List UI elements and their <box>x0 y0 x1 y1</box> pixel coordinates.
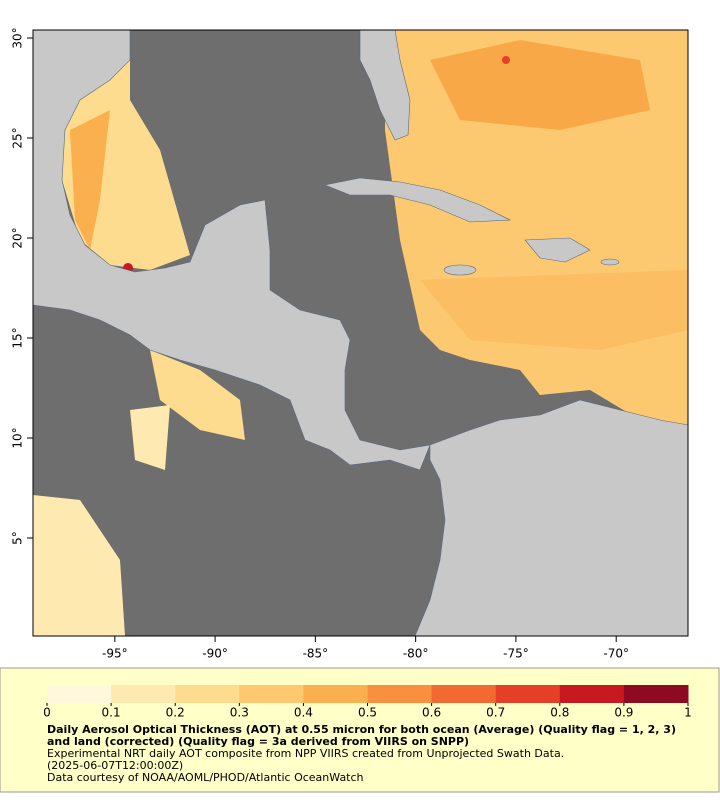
x-tick-label: -70° <box>603 647 629 661</box>
y-tick-label: 10° <box>11 427 25 448</box>
caption-title: Daily Aerosol Optical Thickness (AOT) at… <box>47 723 676 748</box>
aot-swath <box>430 40 650 130</box>
aot-swath <box>33 495 125 636</box>
colorbar-swatch <box>431 685 497 703</box>
colorbar-tick-label: 0.9 <box>614 706 633 720</box>
colorbar-swatch <box>559 685 625 703</box>
colorbar-swatch <box>495 685 561 703</box>
map-frame <box>32 29 689 637</box>
colorbar-swatch <box>239 685 304 703</box>
y-tick-label: 15° <box>11 327 25 348</box>
colorbar-swatch <box>367 685 433 703</box>
colorbar-tick-label: 0.6 <box>422 706 441 720</box>
y-tick-label: 25° <box>11 127 25 148</box>
x-tick-label: -80° <box>403 647 429 661</box>
y-tick-label: 30° <box>11 27 25 48</box>
aot-swath <box>150 350 245 440</box>
colorbar-swatch <box>47 685 112 703</box>
caption: Daily Aerosol Optical Thickness (AOT) at… <box>47 724 677 784</box>
colorbar-tick-label: 1 <box>684 706 692 720</box>
x-tick-label: -90° <box>202 647 228 661</box>
aot-hotspot <box>502 56 510 64</box>
x-tick-label: -75° <box>503 647 529 661</box>
caption-line: Experimental NRT daily AOT composite fro… <box>47 747 565 760</box>
colorbar-tick-label: 0.5 <box>358 706 377 720</box>
aot-swath <box>130 405 170 470</box>
aot-swath <box>70 110 110 250</box>
colorbar-swatch <box>623 685 689 703</box>
colorbar-tick-label: 0.1 <box>102 706 121 720</box>
colorbar-swatch <box>111 685 176 703</box>
x-tick-label: -95° <box>102 647 128 661</box>
aot-swath <box>420 270 688 350</box>
caption-line: (2025-06-07T12:00:00Z) <box>47 759 184 772</box>
x-tick-label: -85° <box>303 647 329 661</box>
land <box>33 30 688 636</box>
colorbar-tick-label: 0.4 <box>294 706 313 720</box>
colorbar-tick-label: 0.3 <box>230 706 249 720</box>
colorbar-swatch <box>175 685 240 703</box>
y-tick-label: 5° <box>11 531 25 545</box>
colorbar-tick-label: 0.2 <box>166 706 185 720</box>
y-tick-label: 20° <box>11 227 25 248</box>
colorbar-swatch <box>303 685 368 703</box>
colorbar: 0 0.1 0.2 0.3 0.4 0.5 0.6 0.7 0.8 0.9 1 <box>43 685 692 720</box>
colorbar-tick-label: 0.8 <box>550 706 569 720</box>
caption-line: Data courtesy of NOAA/AOML/PHOD/Atlantic… <box>47 771 364 784</box>
map-area <box>33 30 688 636</box>
colorbar-tick-label: 0 <box>43 706 51 720</box>
colorbar-tick-label: 0.7 <box>486 706 505 720</box>
